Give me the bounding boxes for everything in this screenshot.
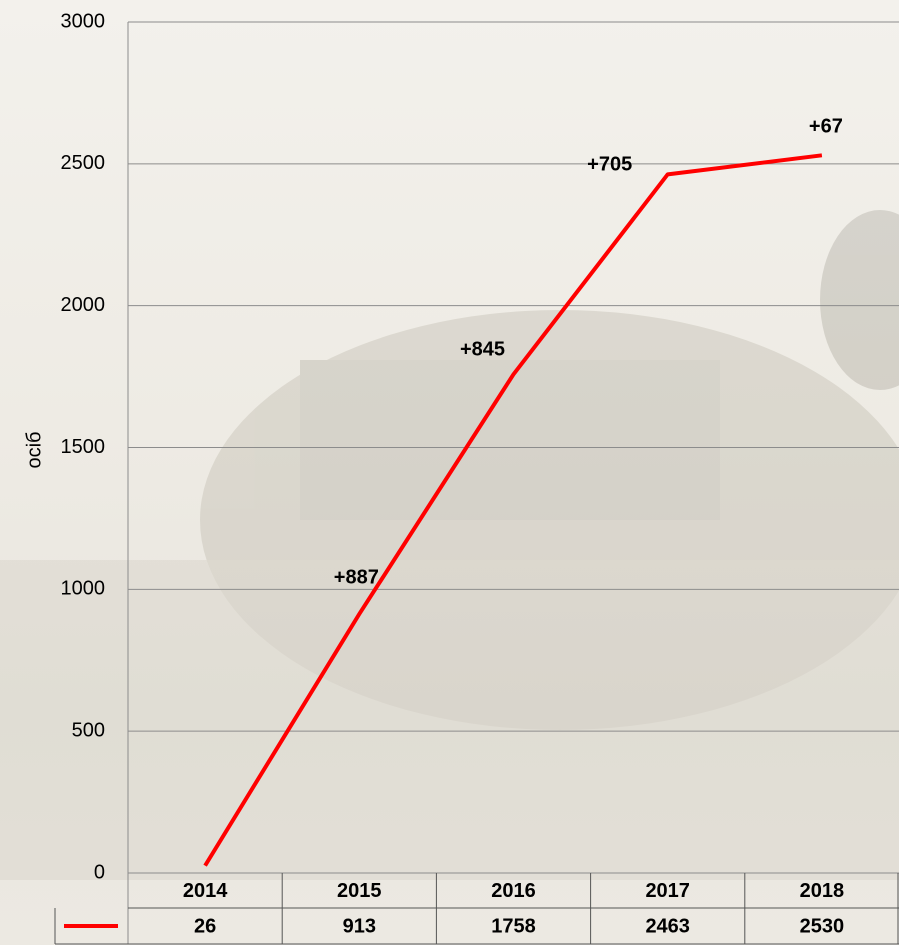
table-value: 2530: [800, 915, 845, 937]
x-tick-label: 2014: [183, 880, 228, 902]
y-tick-label: 2000: [61, 294, 106, 316]
x-tick-label: 2016: [491, 880, 536, 902]
y-tick-label: 1000: [61, 578, 106, 600]
photo-background: [0, 210, 899, 880]
table-value: 1758: [491, 915, 536, 937]
annotation: +67: [809, 116, 843, 138]
annotation: +887: [334, 566, 379, 588]
y-tick-label: 0: [94, 861, 105, 883]
y-tick-label: 2500: [61, 152, 106, 174]
y-tick-label: 500: [72, 719, 105, 741]
annotation: +705: [587, 154, 632, 176]
y-axis-label: осіб: [23, 431, 45, 468]
x-tick-label: 2018: [800, 880, 845, 902]
x-tick-label: 2015: [337, 880, 382, 902]
table-value: 2463: [645, 915, 690, 937]
chart: осіб 0 500 1000 1500 2000 2500 3000 2014 26 2015 9…: [0, 0, 899, 945]
annotation: +845: [460, 339, 505, 361]
x-tick-label: 2017: [645, 880, 690, 902]
table-value: 26: [194, 915, 216, 937]
y-tick-label: 1500: [61, 436, 106, 458]
table-value: 913: [343, 915, 376, 937]
y-tick-label: 3000: [61, 10, 106, 32]
